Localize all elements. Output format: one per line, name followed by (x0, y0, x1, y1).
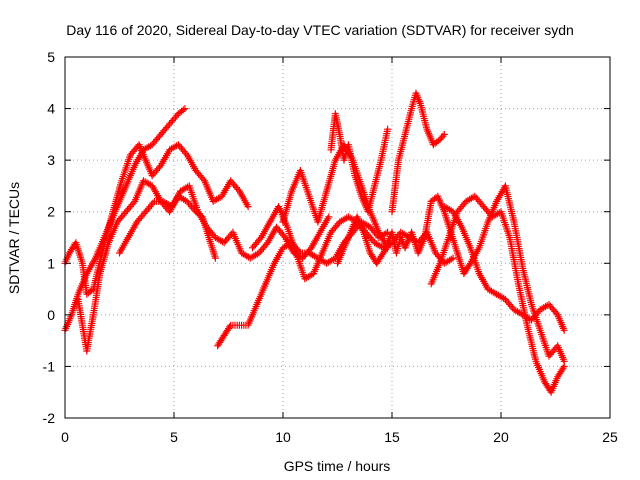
satellite-track-12 (427, 192, 568, 396)
y-tick-label: 0 (47, 307, 55, 323)
x-tick-label: 25 (602, 429, 618, 445)
satellite-track-6 (249, 203, 457, 283)
x-tick-label: 10 (275, 429, 291, 445)
data-point-markers (327, 110, 392, 216)
data-point-markers (116, 182, 333, 262)
satellite-track-10 (388, 89, 448, 216)
axes: 0 5 10 15 20 25 -2 -1 0 1 2 3 4 5 (43, 49, 618, 445)
plot-series (61, 89, 568, 396)
x-tick-label: 0 (61, 429, 69, 445)
data-point-markers (388, 89, 448, 216)
data-point-markers (384, 182, 568, 365)
y-tick-label: -1 (43, 358, 56, 374)
data-point-markers (440, 203, 568, 334)
satellite-track-9 (334, 213, 394, 267)
x-tick-label: 5 (170, 429, 178, 445)
x-tick-label: 15 (384, 429, 400, 445)
data-point-markers (249, 203, 457, 283)
y-tick-label: 3 (47, 152, 55, 168)
data-point-markers (427, 192, 568, 396)
x-axis-label: GPS time / hours (284, 458, 391, 474)
y-tick-label: 1 (47, 255, 55, 271)
data-point-markers (334, 213, 394, 267)
y-axis-label: SDTVAR / TECUs (6, 182, 22, 294)
plot-frame (64, 56, 611, 419)
satellite-track-8 (327, 110, 392, 216)
satellite-track-11 (384, 182, 568, 365)
y-tick-label: 2 (47, 204, 55, 220)
y-tick-label: -2 (43, 410, 56, 426)
y-tick-label: 4 (47, 101, 55, 117)
chart-title: Day 116 of 2020, Sidereal Day-to-day VTE… (66, 22, 574, 38)
satellite-track-13 (440, 203, 568, 334)
y-tick-label: 5 (47, 49, 55, 65)
x-tick-label: 20 (493, 429, 509, 445)
satellite-track-4 (116, 182, 333, 262)
